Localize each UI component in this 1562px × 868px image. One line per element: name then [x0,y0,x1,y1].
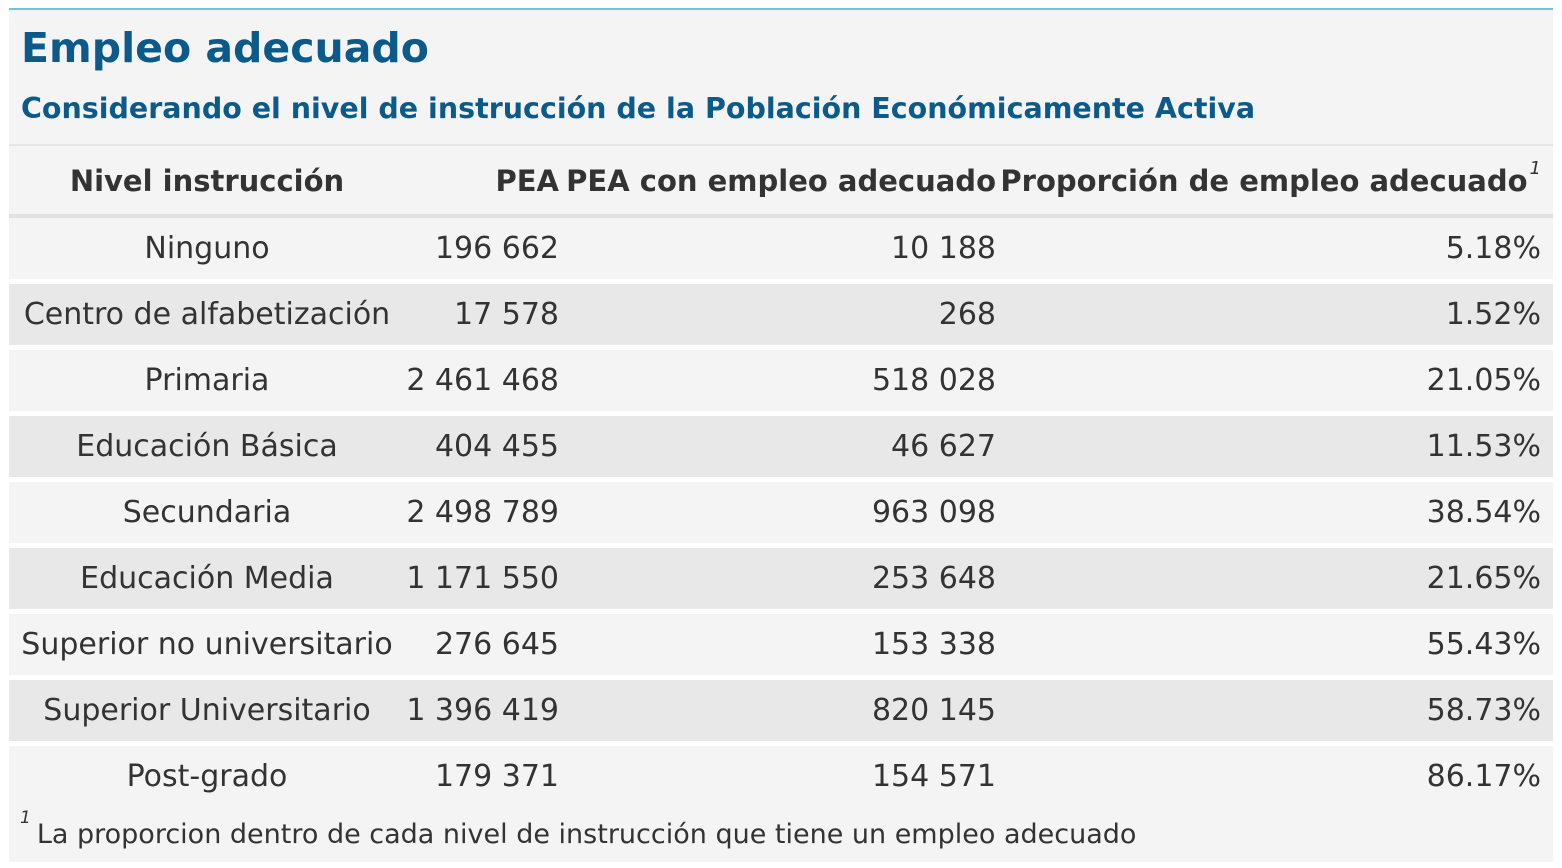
column-header-proporcion: Proporción de empleo adecuado 1 [996,146,1541,216]
table-row: Educación Básica 404 455 46 627 11.53% [9,416,1553,477]
row-separator [9,477,1553,482]
row-separator [9,345,1553,350]
footnote-marker: 1 [1529,157,1541,179]
cell-nivel: Educación Media [80,561,334,596]
employment-table: Empleo adecuado Considerando el nivel de… [9,8,1553,862]
footnote-text: La proporcion dentro de cada nivel de in… [36,819,1137,850]
header-divider-top [9,144,1553,146]
cell-pea-adecuado: 153 338 [871,627,996,662]
cell-proporcion: 38.54% [1426,495,1541,530]
cell-pea: 1 396 419 [406,693,559,728]
cell-pea: 2 498 789 [406,495,559,530]
row-separator [9,279,1553,284]
cell-pea-adecuado: 518 028 [871,363,996,398]
cell-nivel: Ninguno [144,231,270,266]
footnote-marker: 1 [20,808,31,828]
cell-nivel: Superior Universitario [43,693,371,728]
table-subtitle: Considerando el nivel de instrucción de … [21,92,1256,125]
cell-nivel: Secundaria [122,495,292,530]
cell-pea: 276 645 [434,627,559,662]
cell-nivel: Post-grado [126,759,288,794]
table-row: Educación Media 1 171 550 253 648 21.65% [9,548,1553,609]
cell-pea: 2 461 468 [406,363,559,398]
cell-proporcion: 58.73% [1426,693,1541,728]
cell-pea: 179 371 [434,759,559,794]
table-row: Ninguno 196 662 10 188 5.18% [9,218,1553,279]
cell-proporcion: 55.43% [1426,627,1541,662]
cell-nivel: Educación Básica [76,429,338,464]
cell-proporcion: 11.53% [1426,429,1541,464]
table-row: Primaria 2 461 468 518 028 21.05% [9,350,1553,411]
cell-pea: 196 662 [434,231,559,266]
cell-proporcion: 86.17% [1426,759,1541,794]
cell-pea-adecuado: 268 [938,297,996,332]
cell-nivel: Superior no universitario [21,627,393,662]
cell-proporcion: 5.18% [1445,231,1541,266]
table-row: Post-grado 179 371 154 571 86.17% [9,746,1553,807]
column-header-pea: PEA [495,164,559,198]
cell-pea: 1 171 550 [406,561,559,596]
row-separator [9,675,1553,680]
cell-pea-adecuado: 820 145 [871,693,996,728]
column-header-pea-adecuado: PEA con empleo adecuado [566,164,996,198]
row-separator [9,543,1553,548]
table-row: Superior Universitario 1 396 419 820 145 58… [9,680,1553,741]
table-title: Empleo adecuado [21,24,429,72]
cell-proporcion: 21.65% [1426,561,1541,596]
cell-nivel: Centro de alfabetización [23,297,391,332]
cell-proporcion: 1.52% [1445,297,1541,332]
row-separator [9,609,1553,614]
cell-pea-adecuado: 10 188 [891,231,996,266]
header-divider-bottom [9,214,1553,218]
cell-pea-adecuado: 46 627 [891,429,996,464]
table-header-row: Nivel instrucción PEA PEA con empleo ade… [9,146,1553,216]
table-row: Superior no universitario 276 645 153 338 5… [9,614,1553,675]
cell-pea-adecuado: 963 098 [871,495,996,530]
row-separator [9,741,1553,746]
table-row: Secundaria 2 498 789 963 098 38.54% [9,482,1553,543]
table-row: Centro de alfabetización 17 578 268 1.52% [9,284,1553,345]
column-header-nivel: Nivel instrucción [69,164,345,198]
cell-pea: 404 455 [434,429,559,464]
cell-pea-adecuado: 154 571 [871,759,996,794]
column-header-proporcion-label: Proporción de empleo adecuado [1000,164,1528,198]
table-footnote: 1La proporcion dentro de cada nivel de i… [20,808,1137,850]
cell-pea: 17 578 [454,297,559,332]
row-separator [9,411,1553,416]
cell-nivel: Primaria [144,363,270,398]
cell-pea-adecuado: 253 648 [871,561,996,596]
cell-proporcion: 21.05% [1426,363,1541,398]
